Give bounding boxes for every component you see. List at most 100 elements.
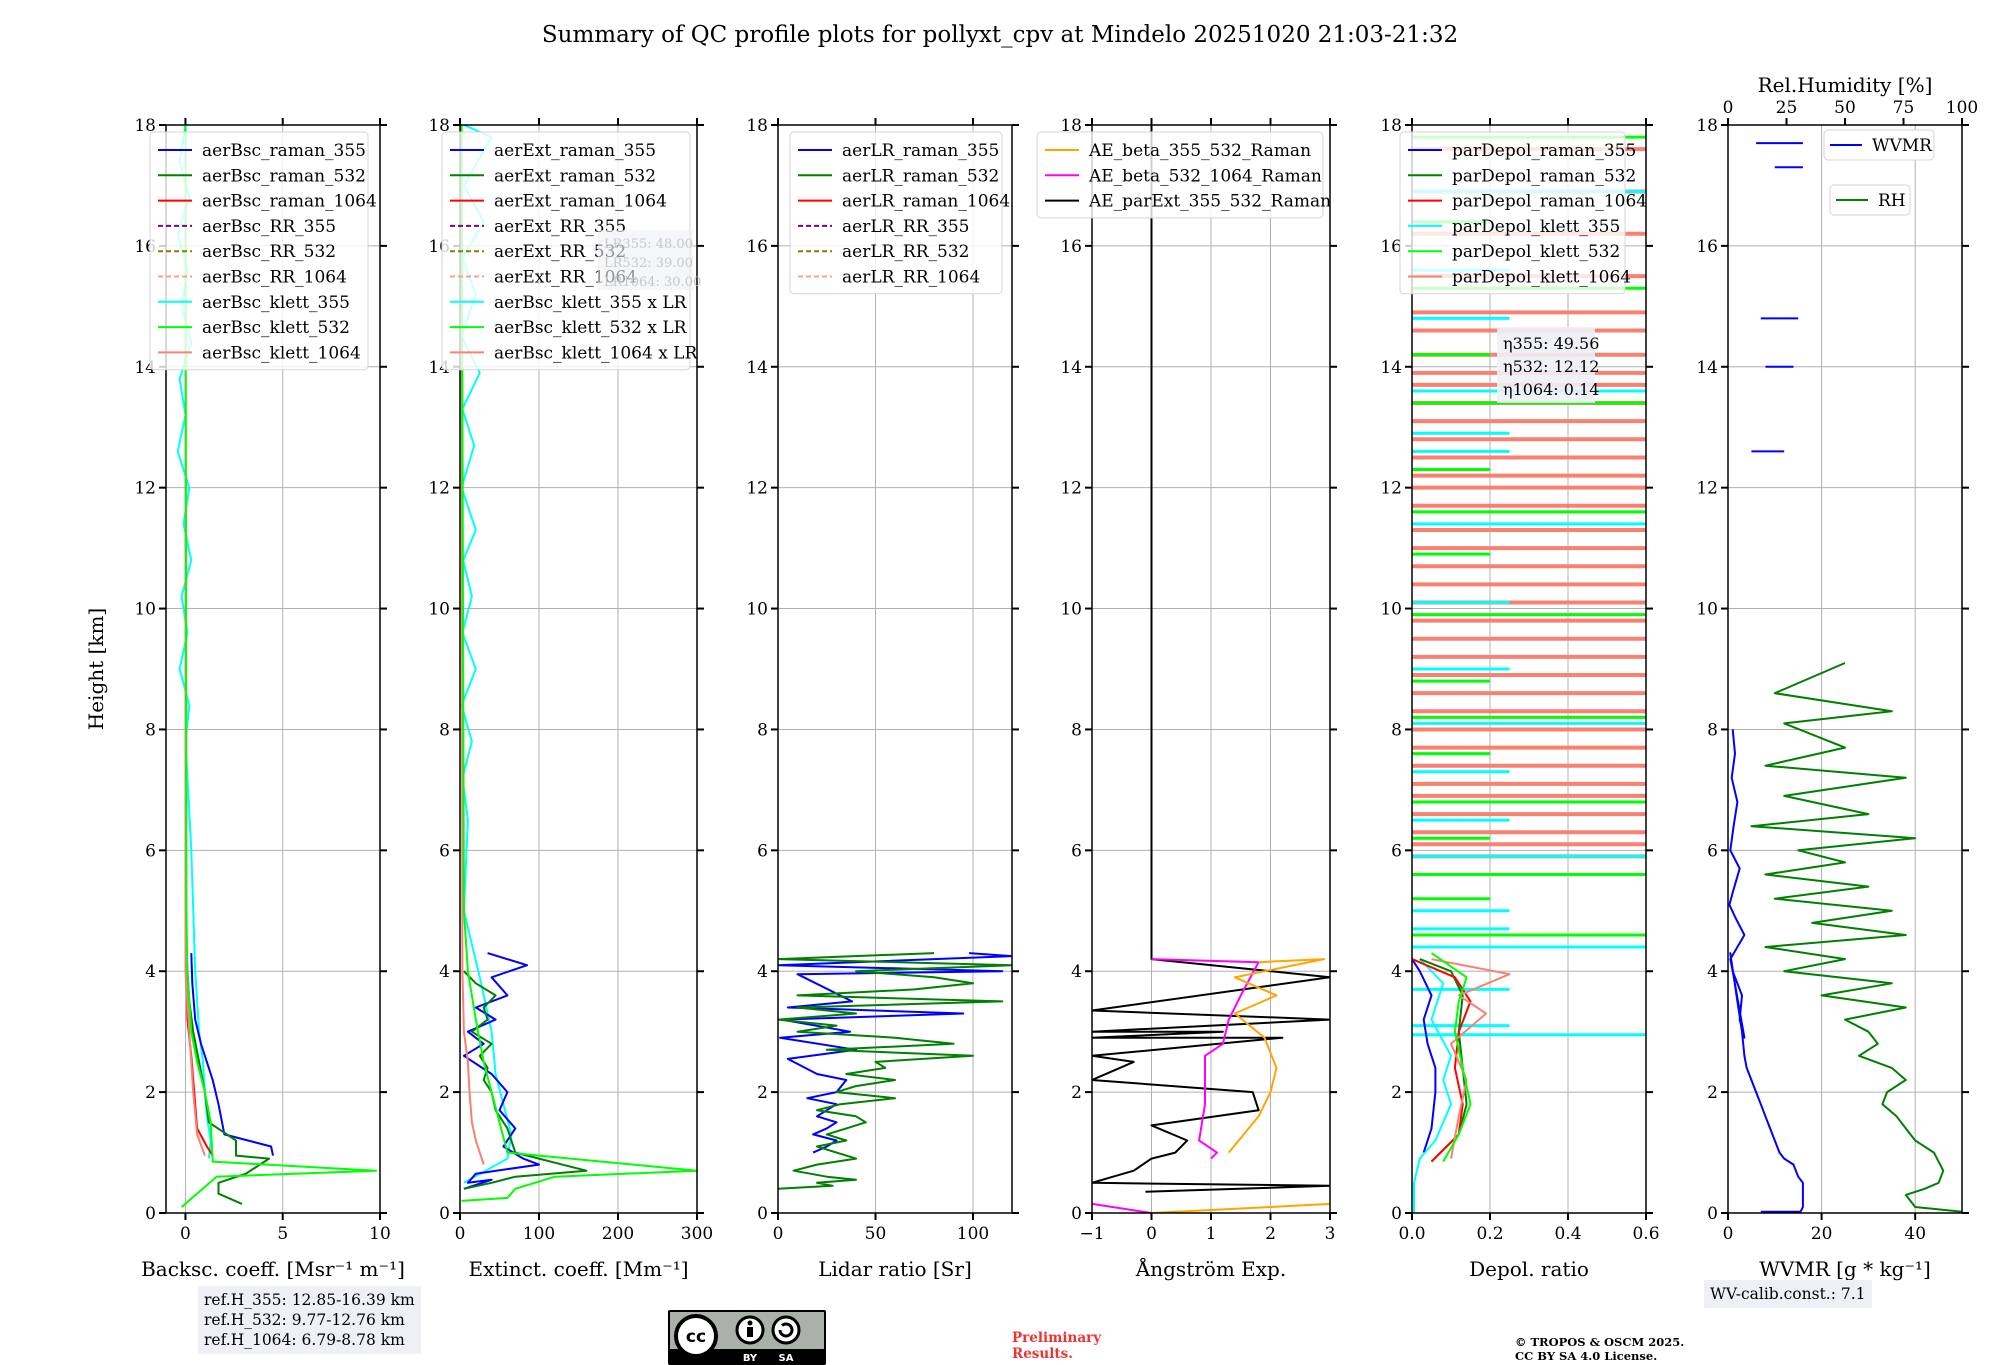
plot-area xyxy=(1728,142,1962,1213)
ytick-label: 18 xyxy=(134,116,156,136)
top-xtick-label: 25 xyxy=(1776,98,1798,118)
ytick-label: 6 xyxy=(1071,841,1082,861)
by-icon-head xyxy=(747,1320,753,1326)
cc-by-sa-badge[interactable]: cc BY SA xyxy=(668,1310,826,1365)
series-aerExt_raman_532 xyxy=(463,970,588,1190)
ytick-label: 10 xyxy=(746,600,768,620)
ytick-label: 6 xyxy=(439,841,450,861)
ytick-label: 10 xyxy=(1380,600,1402,620)
series-AE_beta_532_1064_Raman xyxy=(1151,958,1260,1160)
legend-label: aerExt_RR_355 xyxy=(494,217,626,237)
ytick-label: 12 xyxy=(1696,479,1718,499)
ytick-label: 18 xyxy=(428,116,450,136)
ytick-label: 4 xyxy=(1707,962,1718,982)
ref-height-532: ref.H_532: 9.77-12.76 km xyxy=(204,1311,405,1329)
ytick-label: 18 xyxy=(1060,116,1082,136)
ytick-label: 4 xyxy=(145,962,156,982)
xtick-label: 5 xyxy=(277,1224,288,1244)
plot-area xyxy=(1092,125,1330,1213)
ytick-label: 10 xyxy=(1696,600,1718,620)
legend-label: aerBsc_RR_355 xyxy=(202,217,336,237)
ytick-label: 10 xyxy=(428,600,450,620)
eta-annotation-text: η355: 49.56 xyxy=(1503,334,1599,353)
ytick-label: 16 xyxy=(1060,237,1082,257)
ytick-label: 0 xyxy=(145,1204,156,1224)
ytick-label: 2 xyxy=(757,1083,768,1103)
xtick-label: 0 xyxy=(1146,1224,1157,1244)
legend-label-wvmr: WVMR xyxy=(1872,136,1933,156)
lr-annotation-text: LR1064: 30.00 xyxy=(604,275,701,290)
legend-label: AE_beta_532_1064_Raman xyxy=(1088,166,1322,186)
ref-height-1064: ref.H_1064: 6.79-8.78 km xyxy=(204,1331,405,1349)
series-parDepol_klett_532 xyxy=(1430,952,1472,1163)
ytick-label: 0 xyxy=(1391,1204,1402,1224)
ytick-label: 6 xyxy=(757,841,768,861)
xtick-label: 0 xyxy=(1723,1224,1734,1244)
ytick-label: 4 xyxy=(439,962,450,982)
legend-box xyxy=(1036,131,1324,219)
series-parDepol_klett_1064 xyxy=(1431,958,1511,1159)
series-aerExt_raman_355 xyxy=(462,952,540,1190)
axes-frame xyxy=(1727,124,1963,1214)
legend-label: aerBsc_klett_532 x LR xyxy=(494,318,688,338)
x-axis-label: Ångström Exp. xyxy=(1135,1256,1286,1281)
lr-annotation-text: LR532: 39.00 xyxy=(604,256,693,271)
sa-icon xyxy=(771,1315,801,1345)
xtick-label: 300 xyxy=(681,1224,713,1244)
series-aerLR_raman_532 xyxy=(778,952,1012,1190)
legend-label: aerBsc_klett_355 x LR xyxy=(494,293,688,313)
series-AE_beta_355_532_Raman-low xyxy=(1151,1202,1330,1213)
ytick-label: 12 xyxy=(134,479,156,499)
legend-label: aerBsc_raman_355 xyxy=(202,141,366,161)
ref-heights-box: ref.H_355: 12.85-16.39 km ref.H_532: 9.7… xyxy=(198,1286,421,1354)
eta-annotation-text: η1064: 0.14 xyxy=(1503,380,1599,399)
ytick-label: 12 xyxy=(428,479,450,499)
sa-icon-arrow xyxy=(778,1322,794,1338)
ytick-label: 2 xyxy=(1071,1083,1082,1103)
preliminary-notice: Preliminary Results. xyxy=(1012,1330,1101,1362)
copyright-line-1: © TROPOS & OSCM 2025. xyxy=(1515,1335,1685,1349)
xtick-label: 0.2 xyxy=(1476,1224,1503,1244)
xtick-label: 1 xyxy=(1206,1224,1217,1244)
ytick-label: 2 xyxy=(439,1083,450,1103)
ytick-label: 12 xyxy=(1380,479,1402,499)
top-xtick-label: 75 xyxy=(1893,98,1915,118)
ytick-label: 4 xyxy=(1391,962,1402,982)
prelim-line-1: Preliminary xyxy=(1012,1330,1102,1346)
ytick-label: 14 xyxy=(1696,358,1718,378)
plot-area xyxy=(778,952,1012,1190)
legend-label: aerExt_raman_1064 xyxy=(494,192,667,212)
series-parDepol_raman_355 xyxy=(1412,958,1437,1153)
ytick-label: 2 xyxy=(1707,1083,1718,1103)
legend-label: parDepol_raman_355 xyxy=(1452,141,1636,161)
ref-height-355: ref.H_355: 12.85-16.39 km xyxy=(204,1291,415,1309)
legend-label: aerExt_raman_532 xyxy=(494,166,656,186)
ytick-label: 12 xyxy=(1060,479,1082,499)
xtick-label: 10 xyxy=(369,1224,391,1244)
x-axis-label: WVMR [g * kg⁻¹] xyxy=(1759,1257,1931,1281)
ytick-label: 14 xyxy=(746,358,768,378)
legend-label: aerLR_raman_1064 xyxy=(842,192,1010,212)
wv-calib-const: WV-calib.const.: 7.1 xyxy=(1710,1285,1866,1303)
panel-depol: 0 2 4 6 8 10 12 14 16 18 0.0 0.2 0.4 0.6 Depol. ratio p… xyxy=(1380,116,1659,1281)
top-xtick-label: 50 xyxy=(1834,98,1856,118)
lr-annotation-text: LR355: 48.00 xyxy=(604,237,693,252)
axes-frame xyxy=(459,124,698,1214)
legend-label: aerBsc_RR_532 xyxy=(202,242,336,262)
series-AE_parExt_355_532_Raman xyxy=(1092,125,1330,1193)
ytick-label: 18 xyxy=(1696,116,1718,136)
legend-box xyxy=(1399,131,1626,295)
sa-label: SA xyxy=(779,1353,794,1364)
xtick-label: −1 xyxy=(1079,1224,1104,1244)
plot-area xyxy=(1412,135,1646,1213)
xtick-label: 50 xyxy=(865,1224,887,1244)
legend-label: aerBsc_RR_1064 xyxy=(202,268,347,288)
top-axis-label: Rel.Humidity [%] xyxy=(1758,73,1933,97)
legend-label: AE_parExt_355_532_Raman xyxy=(1088,192,1331,212)
y-axis-label: Height [km] xyxy=(84,608,108,730)
ytick-label: 0 xyxy=(1071,1204,1082,1224)
eta-annotation-box xyxy=(1497,327,1595,403)
legend-label: aerBsc_raman_1064 xyxy=(202,192,377,212)
